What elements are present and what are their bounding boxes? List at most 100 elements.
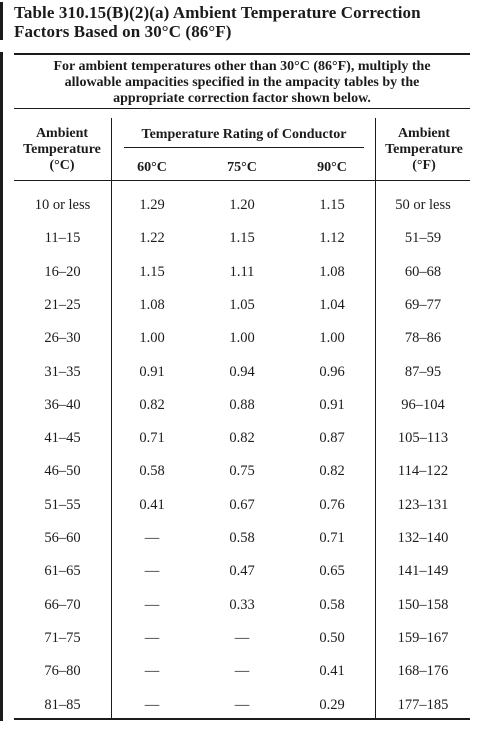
cell-ambient-f: 60–68 [404, 263, 442, 280]
cell-ambient-f: 78–86 [404, 330, 442, 347]
header-90c: 90°C [317, 160, 347, 175]
cell-75c: 1.05 [229, 296, 255, 313]
table-note-line-1: For ambient temperatures other than 30°C… [53, 59, 431, 74]
cell-ambient-f: 105–113 [397, 430, 449, 447]
table-row: 46–50 0.58 0.75 0.82 114–122 [14, 462, 470, 495]
table-row: 16–20 1.15 1.11 1.08 60–68 [14, 263, 470, 296]
cell-75c: 0.33 [229, 596, 255, 613]
table-row: 76–80 — — 0.41 168–176 [14, 662, 470, 695]
cell-ambient-c: 36–40 [44, 396, 81, 413]
cell-60c: — [144, 530, 160, 546]
header-ambient-c-line-1: Ambient [35, 126, 89, 141]
header-ambient-c-line-2: Temperature [23, 142, 101, 157]
cell-ambient-f: 150–158 [397, 596, 449, 613]
cell-ambient-c: 46–50 [44, 463, 81, 480]
cell-ambient-c: 66–70 [44, 596, 81, 613]
cell-90c: 1.00 [319, 330, 345, 347]
cell-90c: 0.58 [319, 596, 345, 613]
cell-60c: 0.71 [139, 430, 165, 447]
cell-75c: 1.11 [229, 263, 255, 280]
cell-ambient-c: 31–35 [44, 363, 81, 380]
header-ambient-c: Ambient Temperature (°C) [14, 126, 110, 174]
table-row: 66–70 — 0.33 0.58 150–158 [14, 596, 470, 629]
cell-ambient-f: 96–104 [401, 396, 445, 413]
cell-90c: 1.04 [319, 296, 345, 313]
table-row: 61–65 — 0.47 0.65 141–149 [14, 562, 470, 595]
column-divider-left [111, 118, 112, 718]
header-rating-rule [124, 147, 364, 148]
cell-60c: 0.58 [139, 463, 165, 480]
cell-ambient-f: 168–176 [397, 663, 449, 680]
table-row: 11–15 1.22 1.15 1.12 51–59 [14, 229, 470, 262]
cell-ambient-f: 50 or less [395, 197, 451, 213]
cell-90c: 0.87 [319, 430, 345, 447]
table-row: 71–75 — — 0.50 159–167 [14, 629, 470, 662]
margin-bar-top [0, 2, 3, 40]
cell-60c: 1.29 [139, 197, 165, 213]
cell-ambient-f: 69–77 [404, 296, 442, 313]
cell-ambient-c: 10 or less [34, 197, 91, 213]
cell-75c: 1.15 [229, 230, 255, 247]
cell-60c: — [144, 696, 160, 713]
cell-60c: — [144, 563, 160, 580]
cell-60c: 1.00 [139, 330, 165, 347]
cell-60c: 0.91 [139, 363, 165, 380]
cell-ambient-c: 71–75 [44, 629, 81, 646]
cell-75c: 0.82 [229, 430, 255, 447]
header-75c: 75°C [227, 160, 257, 175]
header-ambient-c-line-3: (°C) [49, 158, 75, 173]
cell-ambient-c: 51–55 [44, 496, 81, 513]
cell-ambient-c: 76–80 [44, 663, 81, 680]
cell-60c: — [144, 663, 160, 680]
table-note-line-2: allowable ampacities specified in the am… [64, 75, 420, 90]
cell-60c: 1.15 [139, 263, 165, 280]
cell-ambient-c: 16–20 [44, 263, 81, 280]
table-row: 31–35 0.91 0.94 0.96 87–95 [14, 363, 470, 396]
header-temperature-rating: Temperature Rating of Conductor [141, 127, 347, 142]
cell-75c: 0.47 [229, 563, 255, 580]
cell-90c: 0.91 [319, 396, 345, 413]
margin-bar-bottom [0, 52, 3, 721]
cell-75c: 0.88 [229, 396, 255, 413]
table-row: 41–45 0.71 0.82 0.87 105–113 [14, 429, 470, 462]
cell-75c: — [234, 629, 250, 646]
header-ambient-f-line-3: (°F) [412, 158, 436, 173]
table-note: For ambient temperatures other than 30°C… [14, 59, 470, 107]
cell-ambient-c: 26–30 [44, 330, 81, 347]
cell-90c: 1.08 [319, 263, 345, 280]
cell-75c: — [234, 663, 250, 680]
table-title: Table 310.15(B)(2)(a) Ambient Temperatur… [14, 3, 469, 41]
cell-60c: 1.08 [139, 296, 165, 313]
cell-90c: 0.29 [319, 696, 345, 713]
cell-60c: 0.82 [139, 396, 165, 413]
header-ambient-f-line-1: Ambient [397, 126, 451, 141]
header-ambient-f-line-2: Temperature [385, 142, 463, 157]
table-row: 10 or less 1.29 1.20 1.15 50 or less [14, 196, 470, 229]
table-row: 21–25 1.08 1.05 1.04 69–77 [14, 296, 470, 329]
table-row: 36–40 0.82 0.88 0.91 96–104 [14, 396, 470, 429]
cell-90c: 0.76 [319, 496, 345, 513]
cell-90c: 0.41 [319, 663, 345, 680]
table-title-line-1: Table 310.15(B)(2)(a) Ambient Temperatur… [14, 3, 421, 22]
cell-ambient-c: 21–25 [44, 296, 81, 313]
table-row: 81–85 — — 0.29 177–185 [14, 696, 470, 729]
cell-ambient-f: 114–122 [397, 463, 449, 480]
cell-ambient-f: 159–167 [397, 629, 449, 646]
table-row: 51–55 0.41 0.67 0.76 123–131 [14, 496, 470, 529]
column-divider-right [375, 118, 376, 718]
table-row: 26–30 1.00 1.00 1.00 78–86 [14, 329, 470, 362]
cell-75c: 0.67 [229, 496, 255, 513]
cell-90c: 0.65 [319, 563, 345, 580]
header-ambient-f: Ambient Temperature (°F) [378, 126, 470, 174]
cell-75c: 0.58 [229, 530, 255, 546]
cell-ambient-f: 132–140 [397, 530, 449, 546]
cell-ambient-c: 11–15 [44, 230, 81, 247]
cell-90c: 0.50 [319, 629, 345, 646]
cell-75c: 0.75 [229, 463, 255, 480]
cell-ambient-f: 177–185 [397, 696, 449, 713]
cell-60c: — [144, 596, 160, 613]
table-top-rule [14, 53, 470, 55]
header-60c: 60°C [137, 160, 167, 175]
cell-ambient-f: 141–149 [397, 563, 449, 580]
cell-ambient-c: 81–85 [44, 696, 81, 713]
